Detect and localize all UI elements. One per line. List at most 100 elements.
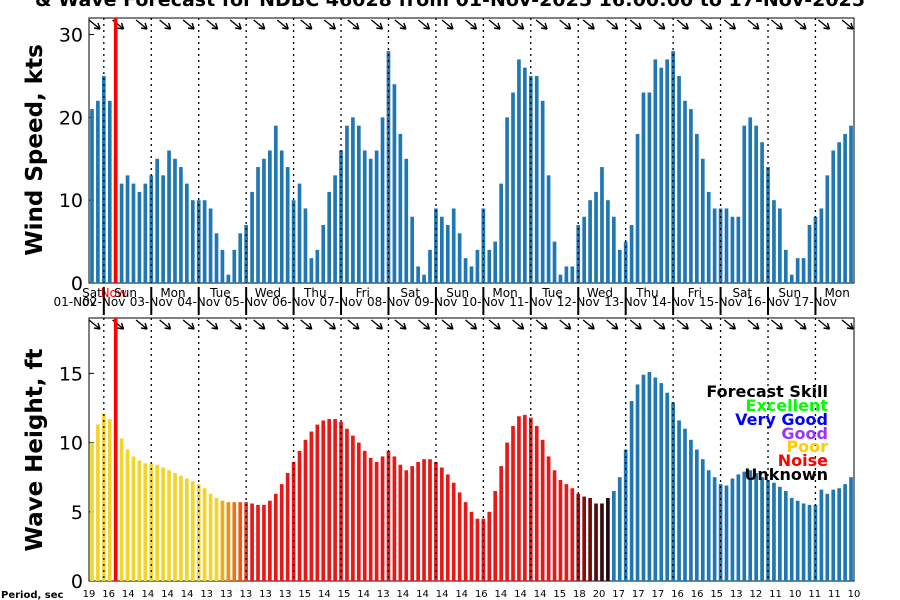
- wind-bar: [392, 84, 397, 283]
- wave-bar: [220, 500, 225, 581]
- wind-direction-arrow: [841, 19, 854, 30]
- period-tick-label: 10: [848, 589, 861, 600]
- wave-bar: [843, 484, 847, 581]
- wave-bar: [309, 431, 314, 581]
- wave-bar: [226, 502, 231, 581]
- wave-bar: [185, 478, 189, 581]
- wind-direction-arrow: [347, 19, 360, 30]
- wave-bar: [487, 511, 492, 581]
- wave-bar: [208, 493, 213, 581]
- wind-bar: [689, 109, 693, 283]
- wave-ytick-label: 0: [71, 571, 83, 593]
- period-tick-label: 14: [161, 589, 174, 600]
- wave-bar: [505, 442, 509, 581]
- period-tick-label: 16: [102, 589, 115, 600]
- day-label-dow: Thu: [635, 286, 659, 300]
- wind-bar: [268, 150, 272, 283]
- wind-direction-arrow: [441, 19, 454, 30]
- legend-noise: Noise: [778, 451, 828, 470]
- day-label-dow: Mon: [160, 286, 185, 300]
- wind-bar: [469, 266, 474, 283]
- wind-bar: [315, 249, 320, 283]
- wave-direction-arrow: [323, 319, 336, 330]
- wind-bar: [665, 59, 670, 283]
- wave-bar: [546, 456, 551, 581]
- wave-bar: [96, 424, 100, 581]
- wind-direction-arrow: [488, 19, 501, 30]
- wave-bar: [107, 419, 112, 581]
- wind-bar: [398, 133, 403, 283]
- wave-bar: [588, 497, 592, 581]
- wind-bar: [131, 183, 136, 283]
- period-row: 19 16 14 14 14 14 13 13 13 13 13 15 14 15 14 13 14 14 14 14…: [83, 589, 861, 600]
- wind-bar: [309, 258, 314, 283]
- wave-bar: [653, 377, 658, 581]
- wave-direction-arrow: [229, 319, 242, 330]
- wave-direction-arrow: [818, 319, 831, 330]
- wave-direction-arrow: [465, 319, 478, 330]
- wave-bar: [404, 470, 409, 581]
- wind-bar: [303, 208, 308, 283]
- wind-bar: [273, 125, 278, 283]
- wind-bar: [445, 225, 450, 283]
- wave-direction-arrow: [135, 319, 148, 330]
- wave-bar: [558, 479, 563, 581]
- period-tick-label: 15: [710, 589, 723, 600]
- wave-bar: [327, 419, 332, 581]
- wave-bar: [647, 371, 652, 581]
- wave-bar: [291, 461, 296, 581]
- wave-direction-arrow: [488, 319, 501, 330]
- wave-direction-arrow: [441, 319, 454, 330]
- wind-direction-arrow: [300, 19, 313, 30]
- wind-bar: [653, 59, 658, 283]
- wind-bar: [712, 208, 717, 283]
- wind-bar: [600, 167, 604, 283]
- wave-bar: [523, 414, 527, 581]
- wind-bar: [594, 191, 598, 283]
- wind-direction-arrow: [394, 19, 407, 30]
- wind-bar: [356, 125, 361, 283]
- wave-direction-arrow: [206, 319, 219, 330]
- wind-bar: [493, 241, 498, 283]
- period-tick-label: 13: [377, 589, 390, 600]
- wind-bar: [588, 200, 592, 283]
- wind-bar: [297, 183, 302, 283]
- wave-direction-arrow: [794, 319, 807, 330]
- wave-bar: [440, 467, 444, 581]
- wind-bar: [451, 208, 456, 283]
- wave-bar: [232, 502, 237, 581]
- wind-bar: [683, 100, 687, 283]
- wave-bar: [155, 464, 160, 581]
- wind-ytick-label: 20: [59, 107, 83, 129]
- day-label-dow: Thu: [303, 286, 327, 300]
- wind-bar: [285, 167, 290, 283]
- wave-bar: [576, 493, 581, 581]
- period-tick-label: 14: [181, 589, 194, 600]
- wave-bar: [179, 475, 183, 581]
- wave-bar: [161, 467, 165, 581]
- day-label-dow: Fri: [688, 286, 702, 300]
- wave-direction-arrow: [347, 319, 360, 330]
- wind-y-axis-label: Wind Speed, kts: [22, 44, 48, 256]
- wave-bar: [766, 479, 770, 581]
- wave-bar: [778, 486, 782, 581]
- wind-bar: [185, 183, 189, 283]
- wind-bar: [671, 51, 675, 283]
- wind-bar: [760, 142, 764, 283]
- wave-direction-arrow: [629, 319, 642, 330]
- legend-excellent: Excellent: [746, 396, 829, 415]
- wave-bar: [671, 402, 675, 581]
- wave-bar: [481, 518, 486, 581]
- wave-y-axis-label: Wave Height, ft: [22, 349, 48, 552]
- wind-bar: [718, 208, 723, 283]
- period-tick-label: 17: [632, 589, 645, 600]
- wave-bar: [641, 374, 646, 581]
- wind-bar: [546, 175, 551, 283]
- wind-direction-arrow: [582, 19, 595, 30]
- wind-bar: [279, 150, 284, 283]
- wind-direction-arrow: [747, 19, 760, 30]
- wind-bar: [700, 158, 705, 283]
- wind-bar: [606, 200, 610, 283]
- wave-bar: [173, 473, 177, 581]
